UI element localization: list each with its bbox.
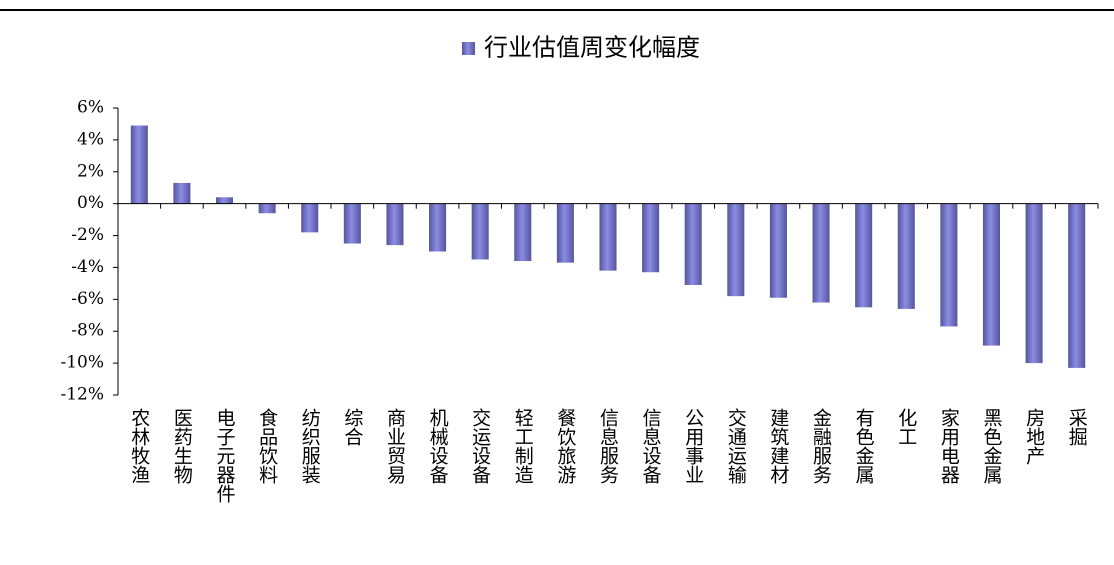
bar [173, 182, 191, 204]
x-tick-label: 黑色金属 [980, 408, 1002, 485]
x-tick-label: 机械设备 [427, 408, 449, 484]
x-tick-label: 建筑建材 [767, 408, 789, 484]
x-tick-label: 食品饮料 [256, 408, 278, 484]
x-tick-label: 信息服务 [597, 408, 619, 484]
y-tick-label: 0% [77, 193, 104, 213]
bar [556, 203, 574, 263]
y-tick-label: -8% [71, 321, 104, 341]
x-tick-label: 电子元器件 [214, 408, 236, 503]
x-tick-label: 家用电器 [938, 408, 960, 484]
bar [897, 203, 915, 309]
bar [386, 203, 404, 246]
bar [514, 203, 532, 262]
bar [429, 203, 447, 252]
bar [812, 203, 830, 303]
y-tick-label: 6% [77, 98, 104, 118]
legend-swatch [462, 42, 475, 55]
x-tick-label: 公用事业 [682, 408, 704, 484]
bar [301, 203, 319, 233]
bar [982, 203, 1000, 346]
bar [642, 203, 660, 273]
x-tick-label: 金融服务 [810, 408, 832, 484]
y-tick-label: -2% [71, 225, 104, 245]
bar [130, 125, 148, 204]
y-tick-label: -4% [71, 257, 104, 277]
y-tick-label: -12% [60, 385, 104, 405]
bar [940, 203, 958, 327]
y-tick-label: 2% [77, 161, 104, 181]
bar [1068, 203, 1086, 368]
bar [769, 203, 787, 298]
bar [258, 203, 276, 214]
bar [684, 203, 702, 285]
bar [343, 203, 361, 244]
x-tick-label: 农林牧渔 [128, 408, 150, 484]
x-tick-label: 纺织服装 [299, 408, 321, 484]
x-tick-label: 医药生物 [171, 408, 193, 484]
x-tick-label: 交运设备 [469, 408, 491, 484]
x-tick-label: 房地产 [1023, 408, 1045, 465]
x-tick-label: 信息设备 [640, 408, 662, 484]
bar [471, 203, 489, 260]
x-tick-label: 综合 [341, 408, 363, 446]
x-tick-label: 有色金属 [853, 408, 875, 485]
bar [855, 203, 873, 308]
y-tick-label: -6% [71, 289, 104, 309]
bar [599, 203, 617, 271]
bar [1025, 203, 1043, 364]
x-tick-label: 化工 [895, 408, 917, 446]
legend-label: 行业估值周变化幅度 [484, 34, 700, 62]
x-tick-label: 商业贸易 [384, 408, 406, 485]
x-tick-label: 餐饮旅游 [554, 408, 576, 484]
bar [216, 197, 234, 204]
x-tick-label: 交通运输 [725, 408, 747, 484]
y-tick-label: 4% [77, 129, 104, 149]
y-tick-label: -10% [60, 353, 104, 373]
x-tick-label: 轻工制造 [512, 408, 534, 484]
bar [727, 203, 745, 297]
x-tick-label: 采掘 [1066, 408, 1088, 446]
